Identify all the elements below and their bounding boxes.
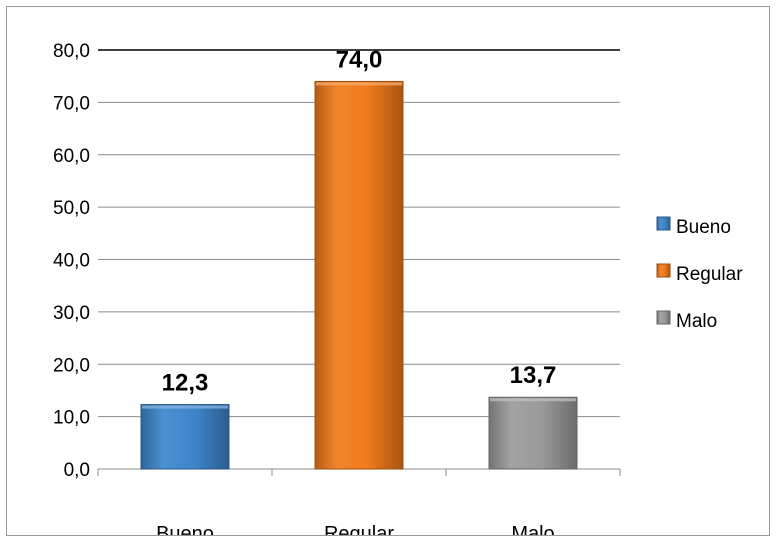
y-tick-label: 40,0 xyxy=(53,251,90,272)
category-label-malo: Malo xyxy=(511,523,554,536)
bar-malo xyxy=(488,396,578,470)
legend-swatch-malo xyxy=(656,310,671,325)
y-tick-label: 80,0 xyxy=(53,41,90,62)
y-tick-label: 50,0 xyxy=(53,198,90,219)
y-axis-tick-labels: 0,0 10,0 20,0 30,0 40,0 50,0 60,0 70,0 80,0 xyxy=(53,41,90,481)
category-label-bueno: Bueno xyxy=(156,523,214,536)
data-label-regular: 74,0 xyxy=(336,46,383,73)
legend-swatch-bueno xyxy=(656,216,671,231)
legend-label-bueno: Bueno xyxy=(676,217,731,238)
legend-swatch-regular xyxy=(656,263,671,278)
category-labels: Bueno Regular Malo xyxy=(156,523,555,536)
bar-highlight xyxy=(316,82,402,86)
bar-chart: 0,0 10,0 20,0 30,0 40,0 50,0 60,0 70,0 80,0 12,3… xyxy=(53,41,743,536)
bar-highlight xyxy=(490,398,576,402)
y-tick-label: 10,0 xyxy=(53,408,90,429)
data-labels: 12,3 74,0 13,7 xyxy=(162,46,557,396)
y-tick-label: 60,0 xyxy=(53,146,90,167)
bar-highlight xyxy=(142,405,228,409)
y-tick-label: 70,0 xyxy=(53,93,90,114)
legend-label-malo: Malo xyxy=(676,311,717,332)
y-tick-label: 30,0 xyxy=(53,303,90,324)
bar-bueno xyxy=(140,404,230,470)
y-tick-label: 20,0 xyxy=(53,355,90,376)
bar-regular xyxy=(314,80,404,470)
bars xyxy=(140,80,578,470)
x-axis-tick-marks xyxy=(97,469,621,476)
legend-label-regular: Regular xyxy=(676,264,743,285)
category-label-regular: Regular xyxy=(324,523,394,536)
data-label-bueno: 12,3 xyxy=(162,370,209,397)
data-label-malo: 13,7 xyxy=(510,362,557,389)
y-tick-label: 0,0 xyxy=(64,460,90,481)
chart-frame: 0,0 10,0 20,0 30,0 40,0 50,0 60,0 70,0 80,0 12,3… xyxy=(6,6,770,536)
legend: Bueno Regular Malo xyxy=(656,216,743,332)
